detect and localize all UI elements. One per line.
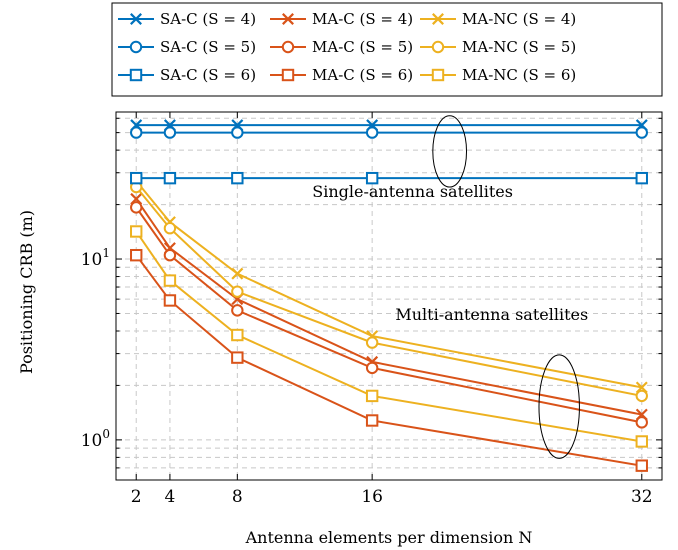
legend-entry: SA-C (S = 6) bbox=[118, 66, 256, 84]
legend-entry: MA-C (S = 6) bbox=[270, 66, 413, 84]
legend-label: MA-NC (S = 5) bbox=[462, 38, 576, 56]
legend-entry: MA-NC (S = 5) bbox=[420, 38, 576, 56]
legend-marker bbox=[129, 68, 143, 82]
x-tick-label: 2 bbox=[131, 487, 142, 507]
legend-label: SA-C (S = 6) bbox=[160, 66, 256, 84]
plot-area: 2 4 8 16 32 100 101 Single-antenna satellites Mu… bbox=[81, 111, 663, 507]
annotation-ellipse bbox=[432, 115, 468, 188]
grid bbox=[116, 112, 662, 481]
legend-entry: MA-C (S = 5) bbox=[270, 38, 413, 56]
data-point bbox=[635, 435, 648, 448]
series-2 bbox=[130, 175, 648, 394]
series-3 bbox=[130, 126, 648, 139]
data-point bbox=[130, 248, 143, 262]
legend-entry: MA-C (S = 4) bbox=[270, 10, 413, 28]
legend-label: MA-C (S = 4) bbox=[312, 10, 413, 28]
data-point bbox=[231, 267, 244, 280]
legend-marker bbox=[431, 68, 445, 82]
data-point bbox=[231, 328, 244, 342]
data-point bbox=[163, 126, 177, 139]
y-axis-label: Positioning CRB (m) bbox=[17, 210, 36, 374]
series-8 bbox=[130, 225, 648, 448]
x-tick-label: 16 bbox=[361, 487, 383, 507]
series-group bbox=[130, 119, 648, 472]
legend-entry: SA-C (S = 4) bbox=[118, 10, 256, 28]
data-point bbox=[130, 225, 143, 238]
data-point bbox=[365, 336, 379, 349]
data-point bbox=[365, 126, 379, 139]
data-point bbox=[163, 171, 177, 185]
legend-marker bbox=[431, 40, 445, 54]
legend-label: MA-C (S = 6) bbox=[312, 66, 413, 84]
data-point bbox=[130, 171, 143, 185]
x-axis-label: Antenna elements per dimension N bbox=[245, 528, 533, 547]
data-point bbox=[231, 126, 244, 139]
annotation-label: Multi-antenna satellites bbox=[395, 305, 588, 324]
legend-label: MA-NC (S = 4) bbox=[462, 10, 576, 28]
legend: SA-C (S = 4) MA-C (S = 4) MA-NC (S = 4) SA-… bbox=[111, 2, 663, 97]
data-point bbox=[365, 389, 379, 403]
legend-marker bbox=[281, 40, 295, 54]
series-0 bbox=[130, 119, 648, 132]
series-5 bbox=[130, 180, 648, 403]
data-point bbox=[635, 389, 648, 403]
data-point bbox=[130, 126, 143, 139]
series-4 bbox=[130, 201, 648, 429]
data-point bbox=[365, 361, 379, 375]
data-point bbox=[163, 248, 177, 262]
legend-marker bbox=[130, 13, 142, 25]
data-point bbox=[231, 285, 244, 298]
axes-frame bbox=[115, 111, 663, 481]
data-point bbox=[365, 171, 379, 185]
data-point bbox=[231, 351, 244, 364]
series-6 bbox=[130, 171, 648, 185]
data-point bbox=[231, 171, 244, 185]
y-tick-label: 101 bbox=[81, 246, 110, 270]
data-point bbox=[163, 294, 177, 307]
legend-label: MA-NC (S = 6) bbox=[462, 66, 576, 84]
data-point bbox=[635, 126, 648, 139]
legend-entry: MA-NC (S = 6) bbox=[420, 66, 576, 84]
x-tick-label: 32 bbox=[631, 487, 653, 507]
legend-marker bbox=[281, 68, 295, 82]
annotation-label: Single-antenna satellites bbox=[312, 182, 513, 201]
legend-marker bbox=[282, 13, 294, 25]
legend-frame bbox=[111, 2, 663, 97]
legend-label: MA-C (S = 5) bbox=[312, 38, 413, 56]
annotation-ellipse bbox=[538, 354, 580, 459]
y-tick-label: 100 bbox=[81, 427, 110, 451]
legend-label: SA-C (S = 5) bbox=[160, 38, 256, 56]
data-point bbox=[635, 171, 648, 185]
legend-marker bbox=[432, 13, 444, 25]
legend-entry: SA-C (S = 5) bbox=[118, 38, 256, 56]
legend-marker bbox=[129, 40, 143, 54]
data-point bbox=[163, 222, 177, 235]
data-point bbox=[365, 414, 379, 427]
legend-label: SA-C (S = 4) bbox=[160, 10, 256, 28]
data-point bbox=[635, 459, 648, 472]
x-tick-label: 4 bbox=[165, 487, 176, 507]
series-7 bbox=[130, 248, 648, 472]
series-line bbox=[135, 180, 642, 389]
data-point bbox=[231, 304, 244, 317]
data-point bbox=[130, 201, 143, 214]
x-tick-label: 8 bbox=[232, 487, 243, 507]
legend-entry: MA-NC (S = 4) bbox=[420, 10, 576, 28]
data-point bbox=[163, 274, 177, 287]
data-point bbox=[635, 416, 648, 429]
